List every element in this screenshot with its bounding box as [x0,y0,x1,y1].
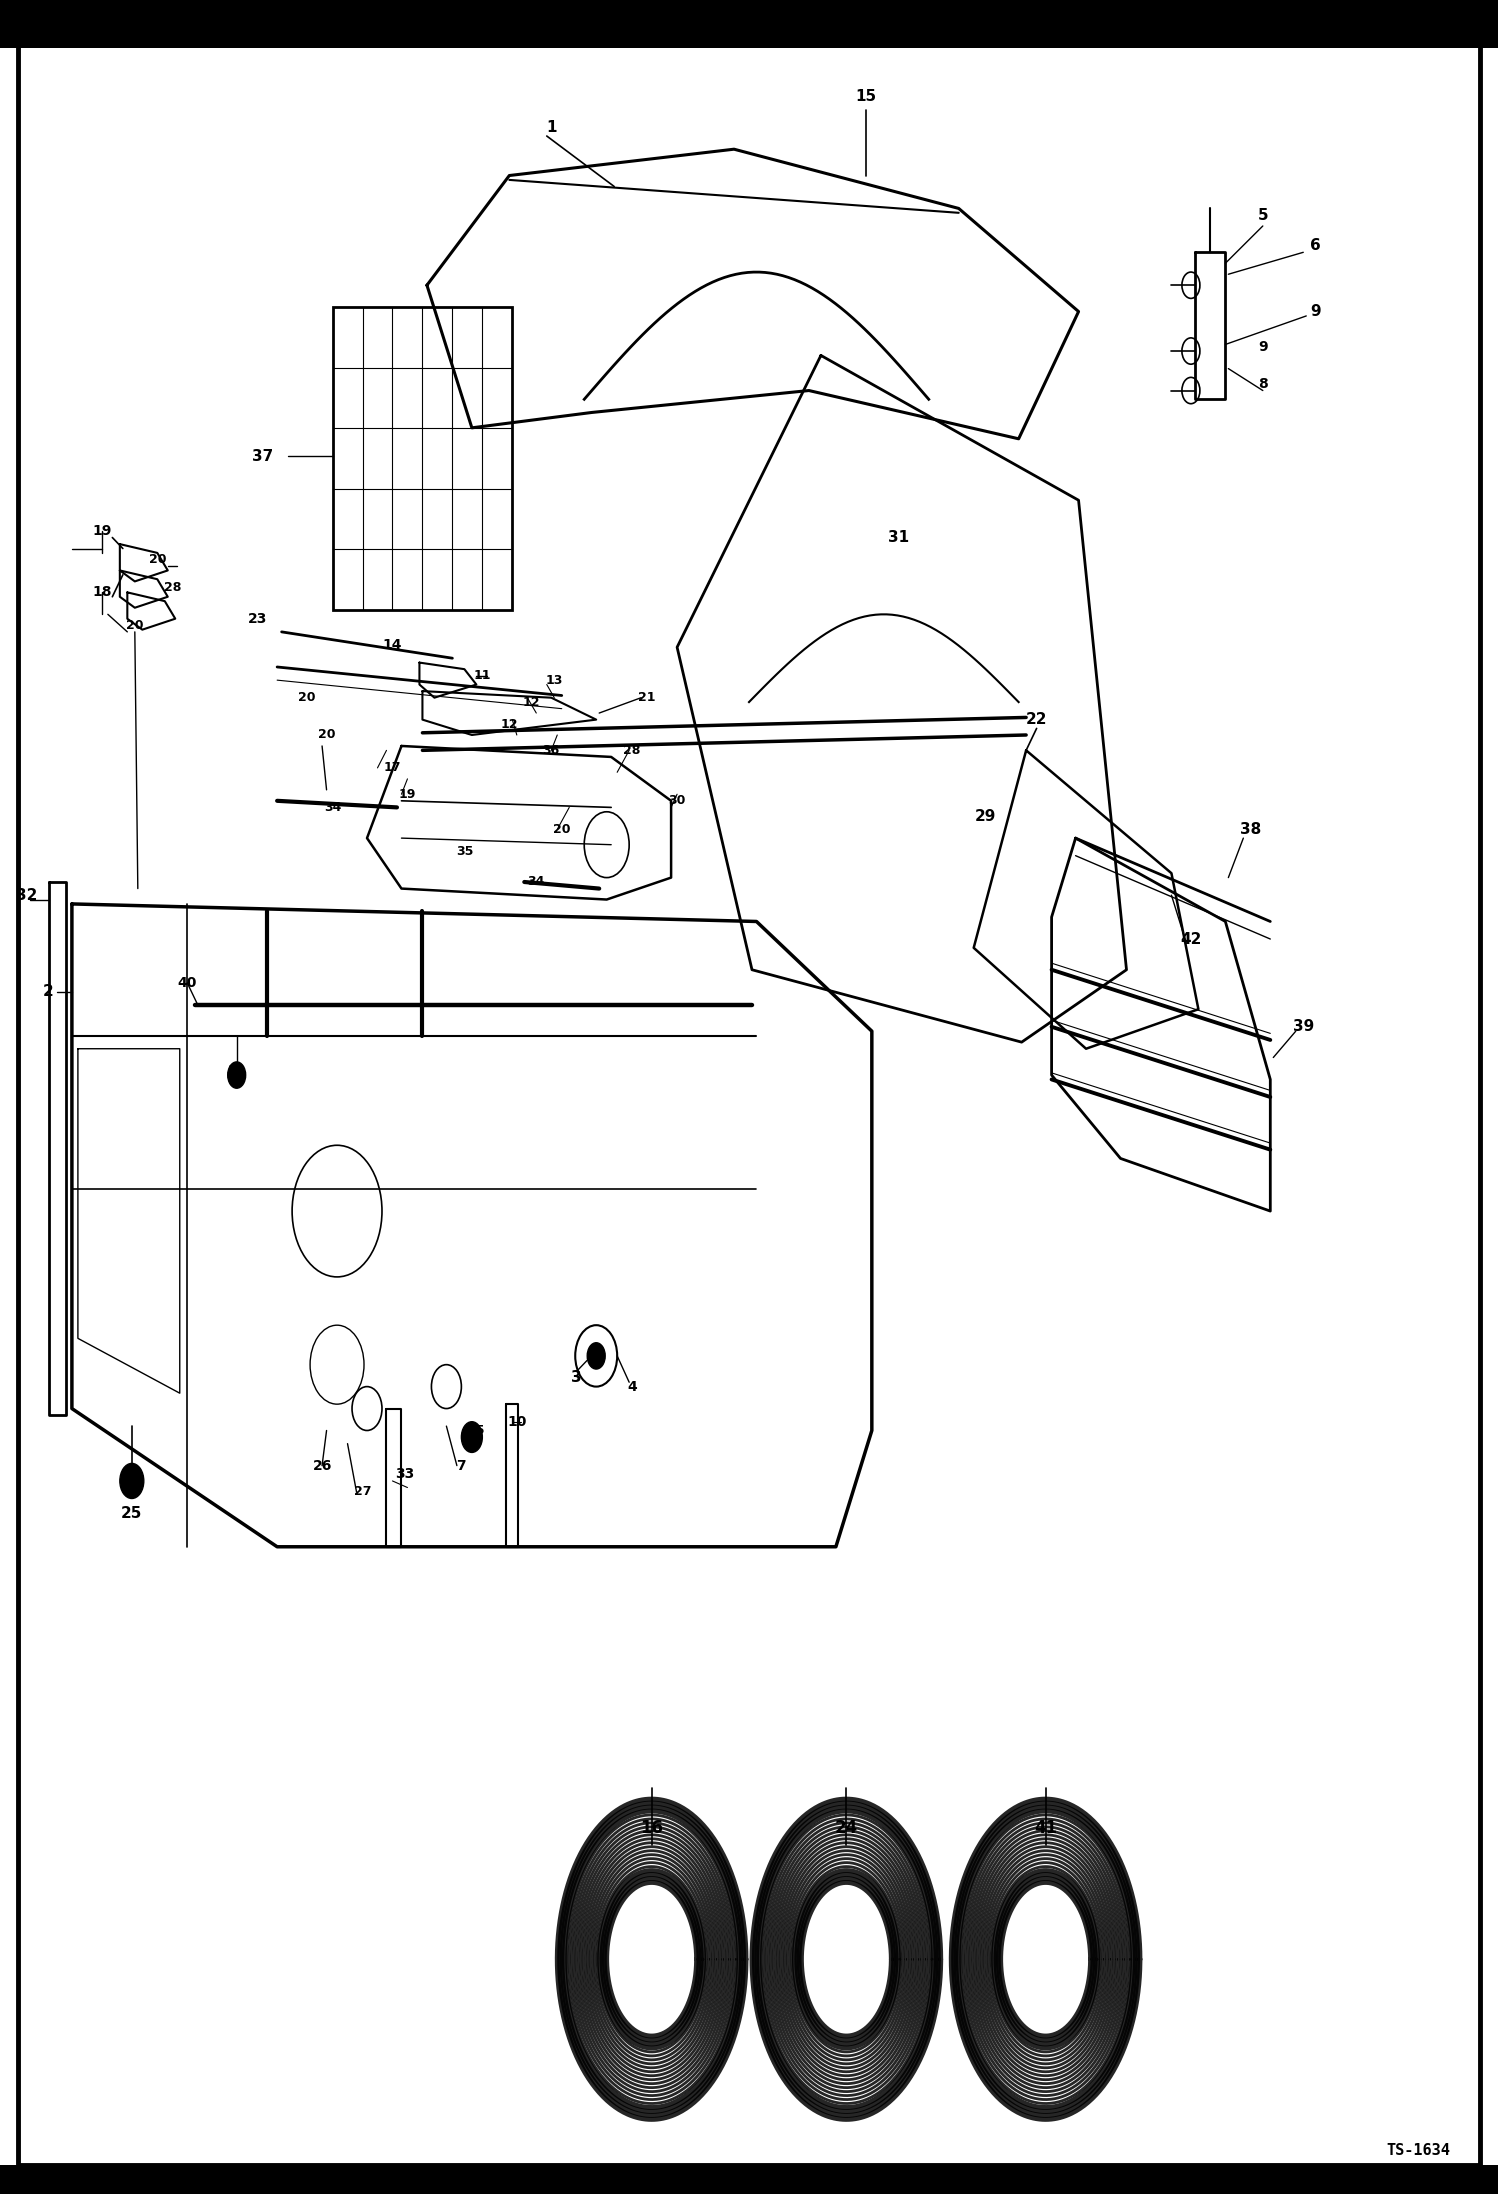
Text: 20: 20 [126,619,144,632]
Text: 1: 1 [545,121,557,134]
Text: 41: 41 [1034,1819,1058,1836]
Text: 9: 9 [1309,305,1321,318]
Text: 13: 13 [545,674,563,687]
Circle shape [228,1062,246,1088]
Text: 7: 7 [457,1459,466,1472]
Text: 32: 32 [16,889,37,902]
Text: 15: 15 [855,90,876,103]
Text: 28: 28 [623,744,641,757]
Text: 16: 16 [640,1819,664,1836]
Bar [0,0,1498,48]
Text: 12: 12 [523,695,541,709]
Text: 19: 19 [398,788,416,801]
Text: 10: 10 [508,1415,526,1428]
Text: 35: 35 [455,845,473,858]
Text: 6: 6 [1309,239,1321,252]
Text: 15: 15 [467,1424,485,1437]
Text: 20: 20 [553,823,571,836]
Text: 37: 37 [252,450,273,463]
Text: 34: 34 [324,801,342,814]
Text: 36: 36 [542,744,560,757]
Text: 8: 8 [1258,377,1267,391]
Text: 15: 15 [228,1064,246,1077]
Text: 14: 14 [382,638,403,652]
Text: 5: 5 [1257,208,1269,222]
Circle shape [587,1343,605,1369]
Text: 11: 11 [473,669,491,682]
Text: 28: 28 [163,581,181,595]
Text: 2: 2 [42,985,54,998]
Text: 24: 24 [834,1819,858,1836]
Text: 20: 20 [298,691,316,704]
Bar [0,2165,1498,2194]
Circle shape [120,1463,144,1499]
Text: 38: 38 [1240,823,1261,836]
Text: 31: 31 [888,531,909,544]
Text: 29: 29 [975,810,996,823]
Text: 20: 20 [148,553,166,566]
Text: 20: 20 [318,728,336,742]
Text: 17: 17 [383,761,401,774]
Text: 42: 42 [1180,932,1201,946]
Text: 26: 26 [313,1459,331,1472]
Text: 9: 9 [1258,340,1267,353]
Text: 19: 19 [93,524,111,538]
Text: 30: 30 [668,794,686,807]
Text: 21: 21 [638,691,656,704]
Text: 34: 34 [527,875,545,889]
Text: 4: 4 [628,1380,637,1393]
Text: 3: 3 [571,1371,583,1384]
Circle shape [461,1422,482,1452]
Text: 18: 18 [91,586,112,599]
Text: 33: 33 [395,1468,413,1481]
Bar [333,307,512,610]
Text: 12: 12 [500,717,518,731]
Text: 40: 40 [178,976,196,989]
Text: 27: 27 [354,1485,372,1499]
Text: 39: 39 [1293,1020,1314,1033]
Text: TS-1634: TS-1634 [1386,2144,1450,2157]
Text: 25: 25 [121,1507,142,1520]
Text: 23: 23 [249,612,267,625]
Text: 22: 22 [1026,713,1047,726]
